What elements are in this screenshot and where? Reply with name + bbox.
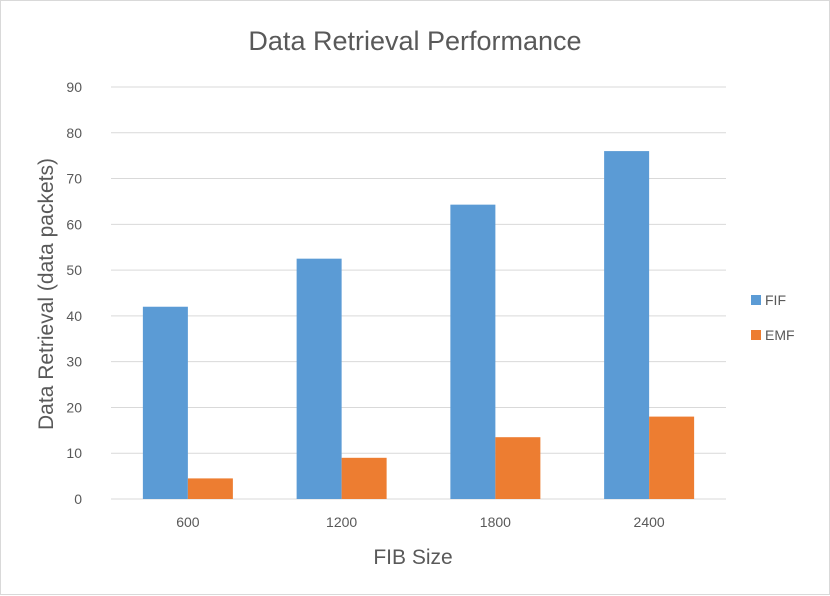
bar-fif-1200 (296, 258, 342, 499)
y-tick-label: 90 (66, 79, 82, 95)
legend: FIF EMF (751, 292, 795, 343)
bar-fif-2400 (604, 151, 650, 500)
y-tick-label: 20 (66, 399, 82, 415)
y-tick-label: 10 (66, 445, 82, 461)
legend-label-fif: FIF (765, 292, 786, 308)
x-tick-label: 1200 (326, 514, 357, 530)
y-tick-label: 70 (66, 171, 82, 187)
chart-title: Data Retrieval Performance (248, 26, 581, 56)
legend-swatch-emf (751, 330, 761, 340)
y-tick-label: 0 (74, 491, 82, 507)
x-tick-label: 2400 (634, 514, 665, 530)
bar-fif-1800 (450, 204, 496, 499)
y-axis-title: Data Retrieval (data packets) (35, 158, 58, 430)
bar-emf-600 (187, 478, 233, 499)
y-tick-label: 60 (66, 216, 82, 232)
bar-emf-1200 (341, 457, 387, 499)
bar-fif-600 (142, 306, 188, 499)
x-tick-label: 1800 (480, 514, 511, 530)
gridlines (111, 86, 726, 500)
x-tick-label: 600 (176, 514, 200, 530)
x-axis-title: FIB Size (373, 546, 452, 569)
y-tick-label: 30 (66, 354, 82, 370)
x-axis-ticks: 600 1200 1800 2400 (176, 514, 665, 530)
bars (142, 151, 695, 500)
legend-swatch-fif (751, 295, 761, 305)
y-tick-label: 80 (66, 125, 82, 141)
y-tick-label: 40 (66, 308, 82, 324)
y-axis-ticks: 0 10 20 30 40 50 60 70 80 90 (66, 79, 82, 507)
y-tick-label: 50 (66, 262, 82, 278)
bar-emf-2400 (649, 416, 695, 499)
bar-emf-1800 (495, 437, 541, 499)
legend-label-emf: EMF (765, 327, 795, 343)
